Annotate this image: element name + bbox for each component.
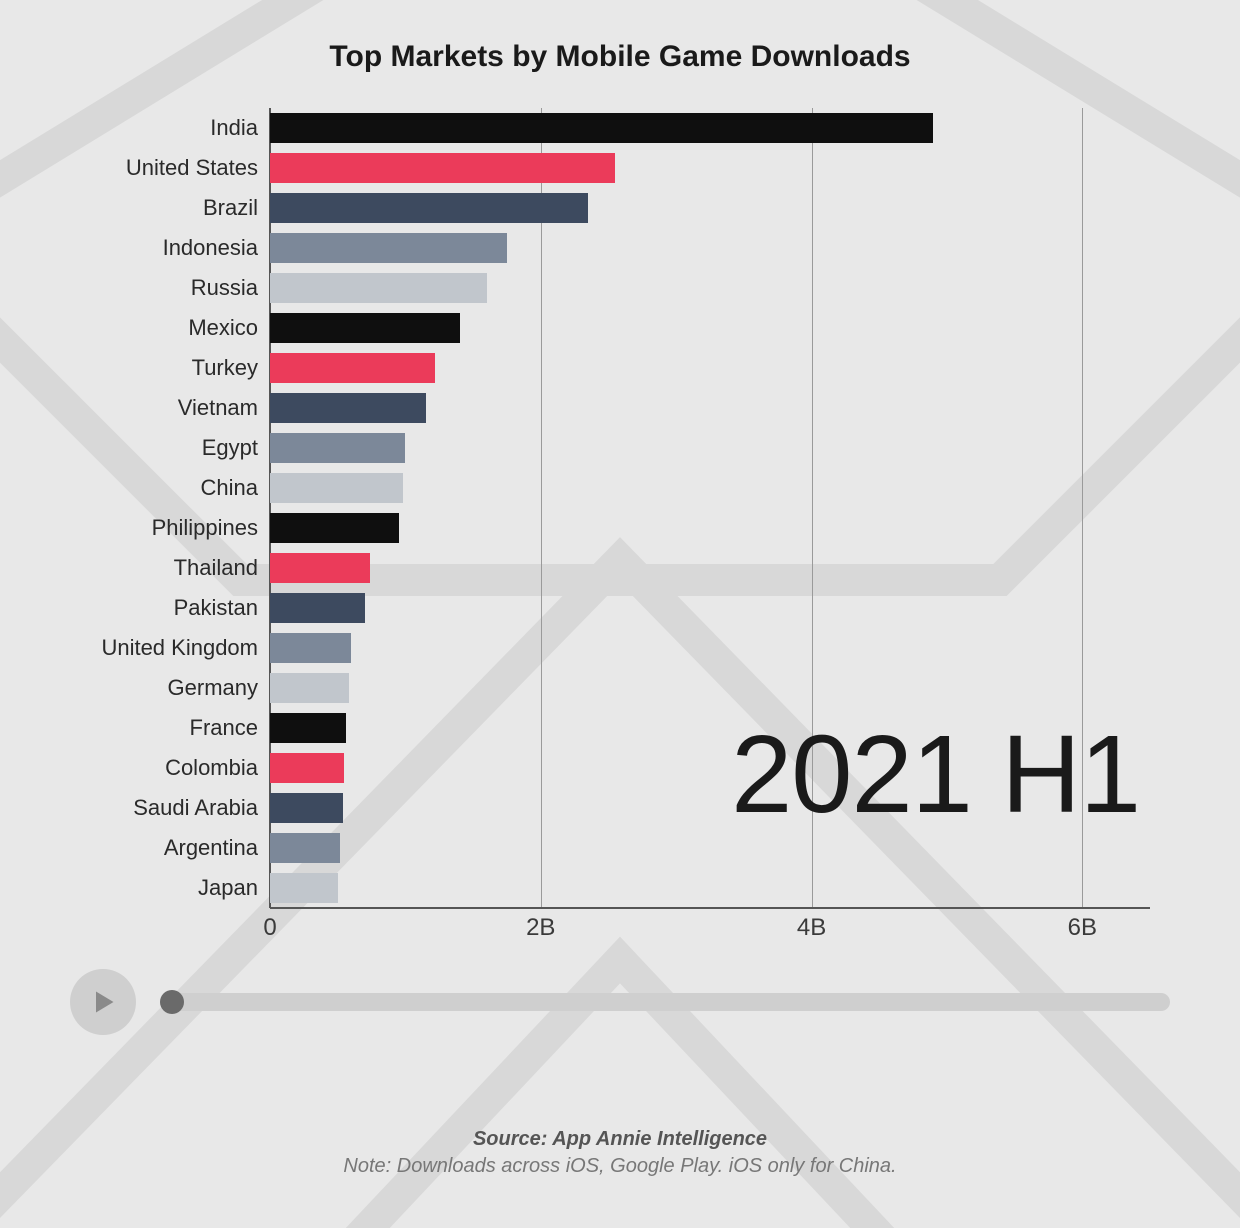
y-axis-label: China (60, 468, 270, 508)
bar-row (270, 628, 1150, 668)
bar (270, 753, 344, 783)
bar (270, 713, 346, 743)
y-axis-label: Germany (60, 668, 270, 708)
bar (270, 633, 351, 663)
bar-row (270, 228, 1150, 268)
bar (270, 193, 588, 223)
bar (270, 273, 487, 303)
bar-row (270, 668, 1150, 708)
bar (270, 233, 507, 263)
y-axis-label: India (60, 108, 270, 148)
period-label: 2021 H1 (731, 711, 1140, 838)
bar-row (270, 508, 1150, 548)
y-axis-label: Argentina (60, 828, 270, 868)
x-axis-ticks: 02B4B6B (270, 914, 1150, 954)
bar-row (270, 148, 1150, 188)
bar (270, 113, 933, 143)
bar-row (270, 268, 1150, 308)
y-axis-label: Vietnam (60, 388, 270, 428)
y-axis-label: Saudi Arabia (60, 788, 270, 828)
bar (270, 673, 349, 703)
bar (270, 513, 399, 543)
x-axis-tick: 0 (263, 914, 276, 942)
y-axis-label: Mexico (60, 308, 270, 348)
x-axis-tick: 6B (1068, 914, 1097, 942)
y-axis-label: Japan (60, 868, 270, 908)
y-axis-label: Turkey (60, 348, 270, 388)
bar-row (270, 468, 1150, 508)
bar (270, 793, 343, 823)
x-axis-tick: 2B (526, 914, 555, 942)
bar (270, 393, 426, 423)
bar (270, 473, 403, 503)
y-axis-label: Brazil (60, 188, 270, 228)
bar (270, 353, 435, 383)
bar (270, 433, 405, 463)
bar-row (270, 428, 1150, 468)
bar-row (270, 868, 1150, 908)
x-axis-tick: 4B (797, 914, 826, 942)
bar (270, 153, 615, 183)
bar (270, 553, 370, 583)
y-axis-label: Pakistan (60, 588, 270, 628)
y-axis-label: Egypt (60, 428, 270, 468)
chart-container: Top Markets by Mobile Game Downloads Ind… (0, 0, 1240, 1228)
y-axis-label: France (60, 708, 270, 748)
bar (270, 593, 365, 623)
y-axis-label: Indonesia (60, 228, 270, 268)
bar-row (270, 388, 1150, 428)
y-axis-label: Philippines (60, 508, 270, 548)
bar-row (270, 308, 1150, 348)
y-axis-label: Russia (60, 268, 270, 308)
bar-row (270, 588, 1150, 628)
chart-area: IndiaUnited StatesBrazilIndonesiaRussiaM… (60, 108, 1180, 948)
y-axis-labels: IndiaUnited StatesBrazilIndonesiaRussiaM… (60, 108, 270, 908)
bar-row (270, 348, 1150, 388)
bar (270, 313, 460, 343)
y-axis-label: United Kingdom (60, 628, 270, 668)
chart-title: Top Markets by Mobile Game Downloads (60, 40, 1180, 74)
y-axis-label: United States (60, 148, 270, 188)
bar-row (270, 188, 1150, 228)
y-axis-label: Colombia (60, 748, 270, 788)
bar-row (270, 548, 1150, 588)
y-axis-label: Thailand (60, 548, 270, 588)
bar-row (270, 108, 1150, 148)
bar (270, 873, 338, 903)
bar (270, 833, 340, 863)
